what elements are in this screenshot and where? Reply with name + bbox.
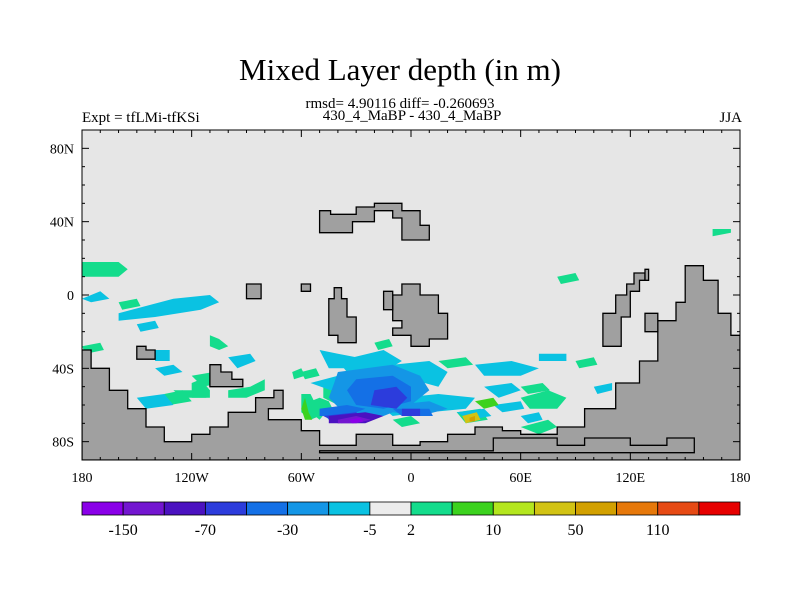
contour-patch <box>228 379 265 398</box>
colorbar-label: 2 <box>407 522 415 539</box>
colorbar: -150 -70 -30 -5 2 10 50 110 <box>81 501 741 539</box>
colorbar-swatch <box>81 501 124 516</box>
contour-patch <box>520 412 543 424</box>
y-tick-label: 80S <box>52 436 74 451</box>
land-mask <box>328 287 357 344</box>
contour-patch <box>228 353 256 369</box>
experiment-label: Expt = tfLMi-tfKSi <box>82 110 200 126</box>
contour-patch <box>538 353 567 361</box>
chart-title: Mixed Layer depth (in m) <box>239 52 561 87</box>
contour-patch <box>392 416 421 427</box>
land-mask <box>209 364 244 388</box>
colorbar-label: -70 <box>195 522 216 539</box>
colorbar-swatch <box>163 501 206 516</box>
plot-area <box>82 130 740 460</box>
land-mask <box>245 283 262 300</box>
colorbar-swatch <box>698 501 741 516</box>
x-tick-label: 60E <box>509 471 532 486</box>
colorbar-swatch <box>575 501 618 516</box>
land-mask <box>602 272 646 347</box>
colorbar-label: -30 <box>277 522 298 539</box>
chart-subtitle: 430_4_MaBP - 430_4_MaBP <box>323 108 502 124</box>
land-mask <box>644 312 659 333</box>
colorbar-label: 10 <box>485 522 501 539</box>
contour-patch <box>118 298 141 310</box>
land-mask <box>644 268 650 281</box>
colorbar-swatch <box>369 501 412 516</box>
contour-patch <box>136 320 159 332</box>
contour-patch <box>374 339 393 350</box>
land-mask <box>318 202 430 241</box>
contour-patch <box>301 397 313 420</box>
colorbar-swatch <box>616 501 659 516</box>
colorbar-swatch <box>204 501 247 516</box>
contour-patch <box>209 335 229 350</box>
contour-patch <box>292 368 305 380</box>
contour-patch <box>118 295 220 321</box>
contour-patch <box>484 383 521 398</box>
season-label: JJA <box>719 110 742 126</box>
colorbar-swatch <box>122 501 165 516</box>
contour-patch <box>82 291 110 303</box>
contour-patch <box>475 361 539 376</box>
x-tick-label: 180 <box>730 471 751 486</box>
x-tick-label: 60W <box>288 471 316 486</box>
contour-patch <box>575 357 598 369</box>
colorbar-swatch <box>287 501 330 516</box>
y-tick-label: 80N <box>50 142 74 157</box>
colorbar-label: 50 <box>568 522 584 539</box>
contour-patch <box>593 383 613 394</box>
contour-patch <box>136 394 174 409</box>
colorbar-label: 110 <box>646 522 669 539</box>
contour-patch <box>520 390 567 409</box>
y-tick-label: 0 <box>67 289 74 304</box>
contour-patch <box>401 408 421 416</box>
colorbar-swatch <box>657 501 700 516</box>
y-tick-label: 40S <box>52 362 74 377</box>
contour-patch <box>493 401 525 413</box>
colorbar-label: -150 <box>108 522 137 539</box>
contour-patch <box>155 364 183 376</box>
contour-patch <box>348 417 364 424</box>
colorbar-swatch <box>533 501 576 516</box>
y-tick-label: 40N <box>50 216 74 231</box>
land-mask <box>382 290 394 311</box>
contour-patch <box>438 357 474 369</box>
contour-patch <box>82 262 128 277</box>
contour-patch <box>155 350 170 361</box>
x-tick-label: 120E <box>616 471 646 486</box>
contour-patch <box>520 383 550 394</box>
contour-patch <box>475 397 499 409</box>
contour-patch <box>392 361 448 387</box>
contour-patch <box>520 419 558 435</box>
x-tick-label: 0 <box>408 471 415 486</box>
colorbar-swatch <box>451 501 494 516</box>
land-mask <box>392 283 449 347</box>
contour-patch <box>712 229 731 237</box>
colorbar-swatch <box>246 501 289 516</box>
axes: 180 120W 60W 0 60E 120E 180 80N 40N 0 40S 80S <box>50 129 751 486</box>
contour-patch <box>301 368 320 380</box>
stats-line: rmsd= 4.90116 diff= -0.260693 <box>305 96 495 112</box>
contour-patch <box>469 416 475 422</box>
land-mask <box>136 345 156 360</box>
contour-patch <box>164 390 192 405</box>
land-mask <box>318 437 695 454</box>
colorbar-swatch <box>492 501 535 516</box>
colorbar-label: -5 <box>363 522 376 539</box>
colorbar-swatch <box>410 501 453 516</box>
contour-patch <box>557 273 580 284</box>
contour-patch <box>370 386 408 409</box>
land-mask <box>300 283 312 292</box>
x-tick-label: 120W <box>175 471 210 486</box>
colorbar-swatch <box>328 501 371 516</box>
x-tick-label: 180 <box>72 471 93 486</box>
